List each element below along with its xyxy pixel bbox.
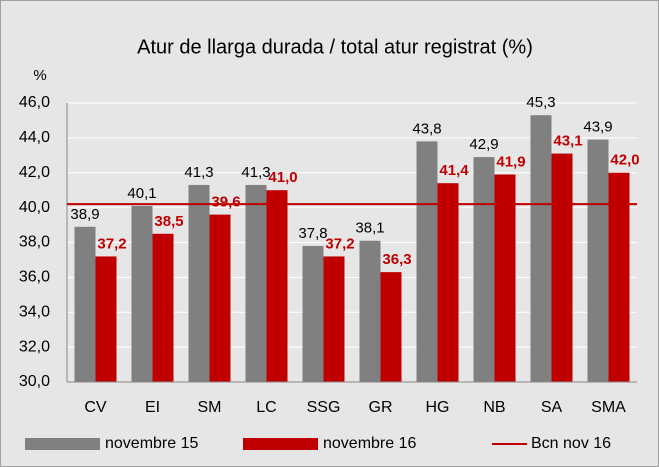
x-tick-label: CV [84, 399, 107, 416]
bar [608, 172, 630, 382]
y-tick-label: 30,0 [19, 373, 50, 390]
y-tick-label: 40,0 [19, 199, 50, 216]
value-label: 38,9 [70, 206, 99, 223]
value-label: 39,6 [211, 194, 240, 211]
value-label: 37,2 [97, 235, 126, 252]
x-tick-label: GR [369, 399, 393, 416]
value-label: 41,9 [496, 153, 525, 170]
bar [131, 205, 153, 382]
bar [416, 141, 438, 382]
y-tick-label: 42,0 [19, 164, 50, 181]
value-label: 43,9 [583, 119, 612, 136]
x-tick-label: EI [145, 399, 160, 416]
value-label: 37,2 [325, 235, 354, 252]
legend-label: novembre 15 [105, 435, 198, 452]
value-label: 38,5 [154, 213, 183, 230]
value-label: 45,3 [526, 94, 555, 111]
bar [95, 256, 117, 382]
x-tick-label: SA [541, 399, 563, 416]
x-tick-label: SSG [307, 399, 341, 416]
x-tick-label: SM [198, 399, 222, 416]
value-label: 36,3 [382, 251, 411, 268]
bar [266, 190, 288, 382]
bar [188, 184, 210, 382]
value-label: 38,1 [355, 220, 384, 237]
y-tick-label: 46,0 [19, 94, 50, 111]
bar [302, 245, 324, 382]
x-tick-label: LC [256, 399, 276, 416]
value-label: 42,0 [610, 152, 639, 169]
bar [152, 233, 174, 382]
bar [587, 139, 609, 382]
x-tick-label: NB [483, 399, 505, 416]
x-tick-label: HG [426, 399, 450, 416]
chart-title: Atur de llarga durada / total atur regis… [137, 36, 533, 58]
legend-label: Bcn nov 16 [531, 435, 611, 452]
y-axis-label: % [33, 67, 46, 84]
bar [494, 174, 516, 382]
bar [473, 157, 495, 382]
bar [74, 226, 96, 382]
value-label: 43,1 [553, 133, 582, 150]
value-label: 41,0 [268, 169, 297, 186]
value-label: 43,8 [412, 120, 441, 137]
bar [323, 256, 345, 382]
legend-swatch [25, 438, 100, 450]
bar [209, 214, 231, 382]
y-tick-label: 36,0 [19, 269, 50, 286]
legend-swatch [243, 438, 318, 450]
value-label: 42,9 [469, 136, 498, 153]
bar [551, 153, 573, 382]
value-label: 37,8 [298, 225, 327, 242]
y-tick-label: 34,0 [19, 303, 50, 320]
value-label: 40,1 [127, 185, 156, 202]
x-tick-label: SMA [591, 399, 626, 416]
y-tick-label: 38,0 [19, 234, 50, 251]
legend-label: novembre 16 [323, 435, 416, 452]
value-label: 41,4 [439, 162, 469, 179]
bar [530, 115, 552, 383]
bar [437, 183, 459, 382]
bar [380, 272, 402, 382]
value-label: 41,3 [184, 164, 213, 181]
y-tick-label: 44,0 [19, 129, 50, 146]
bar [359, 240, 381, 382]
bar [245, 184, 267, 382]
y-tick-label: 32,0 [19, 338, 50, 355]
value-label: 41,3 [241, 164, 270, 181]
